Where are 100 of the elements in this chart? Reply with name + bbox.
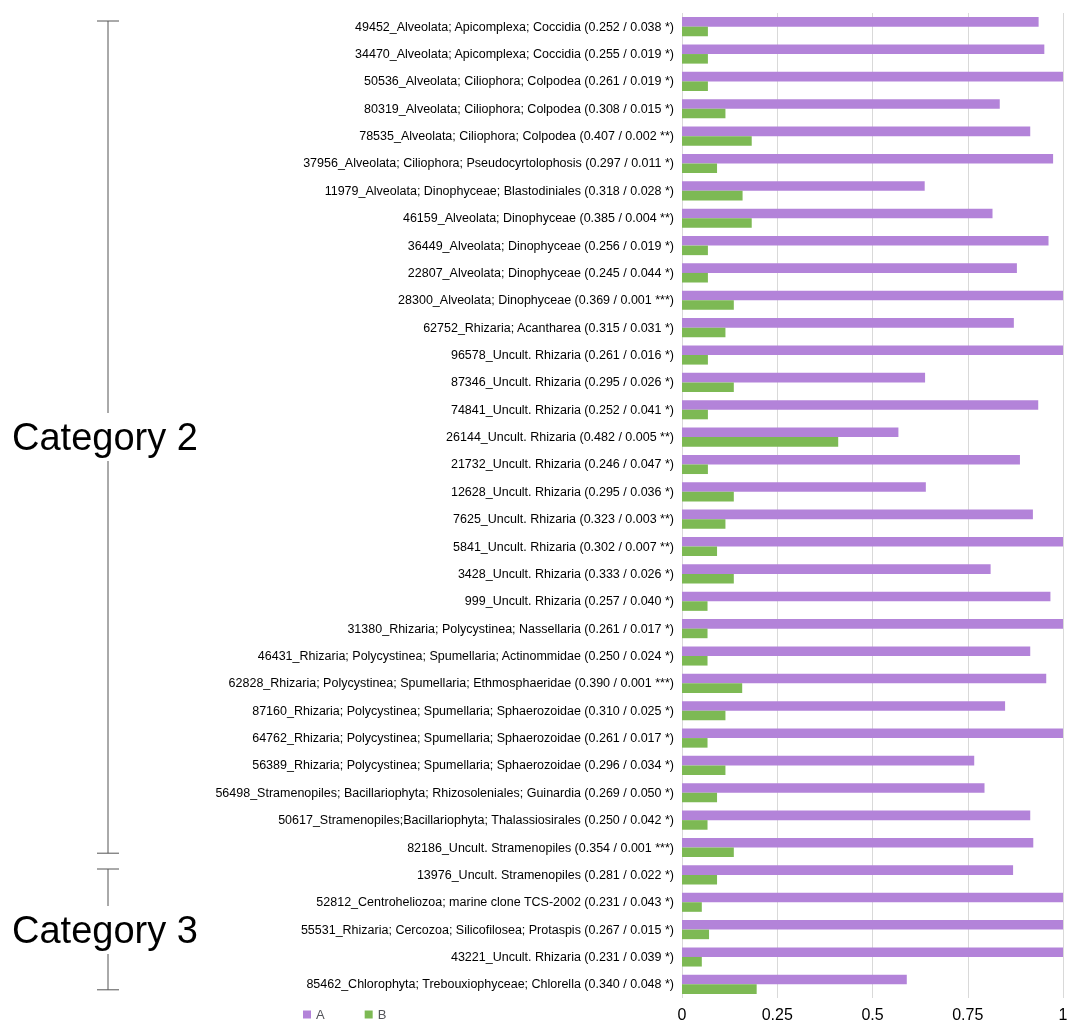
bar <box>682 902 702 912</box>
bar <box>682 345 1063 356</box>
bar <box>682 874 718 885</box>
bar <box>682 400 1039 410</box>
bar <box>682 956 702 967</box>
bar <box>682 591 1051 602</box>
bar <box>682 482 926 492</box>
y-tick-label: 56498_Stramenopiles; Bacillariophyta; Rhizosoleniales; Guinardia (0.269 / 0.050 *) <box>215 785 674 800</box>
y-tick-label: 55531_Rhizaria; Cercozoa; Silicofilosea; Protaspis (0.267 / 0.015 *) <box>300 922 674 937</box>
y-tick-label: 3428_Uncult. Rhizaria (0.333 / 0.026 *) <box>457 566 674 581</box>
bar <box>682 290 1063 301</box>
bar <box>682 683 743 693</box>
bar <box>682 26 708 37</box>
y-tick-label: 21732_Uncult. Rhizaria (0.246 / 0.047 *) <box>450 457 674 472</box>
y-tick-label: 37956_Alveolata; Ciliophora; Pseudocyrtolophosis (0.297 / 0.011 *) <box>303 156 674 171</box>
y-tick-label: 85462_Chlorophyta; Trebouxiophyceae; Chlorella (0.340 / 0.048 *) <box>306 977 674 992</box>
y-tick-label: 43221_Uncult. Rhizaria (0.231 / 0.039 *) <box>450 949 674 964</box>
y-tick-label: 999_Uncult. Rhizaria (0.257 / 0.040 *) <box>464 594 674 609</box>
bar <box>682 81 708 91</box>
bar <box>682 820 708 830</box>
y-tick-label: 31380_Rhizaria; Polycystinea; Nassellaria (0.261 / 0.017 *) <box>347 621 674 636</box>
bar <box>682 300 734 310</box>
bar <box>682 181 925 191</box>
bar <box>682 108 726 119</box>
y-tick-label: 87346_Uncult. Rhizaria (0.295 / 0.026 *) <box>450 375 674 390</box>
y-tick-label: 52812_Centroheliozoa; marine clone TCS-2002 (0.231 / 0.043 *) <box>316 895 674 910</box>
y-tick-label: 13976_Uncult. Stramenopiles (0.281 / 0.022 *) <box>416 867 674 882</box>
y-tick-label: 74841_Uncult. Rhizaria (0.252 / 0.041 *) <box>450 402 674 417</box>
bar <box>682 573 734 584</box>
bar <box>682 929 710 940</box>
bar <box>682 564 991 574</box>
bar <box>682 54 708 64</box>
y-tick-label: 78535_Alveolata; Ciliophora; Colpodea (0.407 / 0.002 **) <box>359 129 674 144</box>
bar <box>682 628 708 639</box>
bar <box>682 710 726 721</box>
bar <box>682 44 1045 55</box>
bar <box>682 437 839 447</box>
bar <box>682 509 1033 520</box>
y-tick-label: 34470_Alveolata; Apicomplexa; Coccidia (0.255 / 0.019 *) <box>355 47 674 62</box>
text: Category 2 <box>12 413 198 462</box>
text: Category 3 <box>12 905 198 954</box>
x-tick-label: 1 <box>1058 1005 1068 1023</box>
bar <box>682 701 1006 711</box>
y-tick-label: 50536_Alveolata; Ciliophora; Colpodea (0.261 / 0.019 *) <box>364 74 674 89</box>
bar <box>682 17 1039 27</box>
bar <box>682 464 708 475</box>
y-tick-label: 5841_Uncult. Rhizaria (0.302 / 0.007 **) <box>453 539 674 554</box>
bar <box>682 454 1020 465</box>
y-tick-label: 28300_Alveolata; Dinophyceae (0.369 / 0.001 ***) <box>398 293 674 308</box>
bar <box>682 235 1049 246</box>
y-tick-label: 50617_Stramenopiles;Bacillariophyta; Thalassiosirales (0.250 / 0.042 *) <box>278 813 674 828</box>
bar <box>682 783 985 793</box>
bar <box>682 847 734 858</box>
bar <box>682 810 1031 821</box>
bar <box>682 382 734 392</box>
y-tick-label: 12628_Uncult. Rhizaria (0.295 / 0.036 *) <box>450 484 674 499</box>
legend-label: A <box>316 1007 325 1022</box>
y-tick-label: 46159_Alveolata; Dinophyceae (0.385 / 0.004 **) <box>402 211 674 226</box>
bar <box>682 792 718 803</box>
bar <box>682 71 1063 82</box>
bar <box>682 738 708 748</box>
y-tick-label: 11979_Alveolata; Dinophyceae; Blastodiniales (0.318 / 0.028 *) <box>324 183 674 198</box>
y-tick-label: 56389_Rhizaria; Polycystinea; Spumellaria; Sphaerozoidae (0.296 / 0.034 *) <box>252 758 674 773</box>
bar <box>682 920 1063 930</box>
bar <box>682 327 726 338</box>
bar <box>682 372 926 383</box>
bar <box>682 984 757 994</box>
bar <box>682 728 1063 739</box>
y-tick-label: 62752_Rhizaria; Acantharea (0.315 / 0.031 *) <box>423 320 674 335</box>
bar <box>682 865 1014 875</box>
y-tick-label: 80319_Alveolata; Ciliophora; Colpodea (0.308 / 0.015 *) <box>364 101 674 116</box>
y-tick-label: 96578_Uncult. Rhizaria (0.261 / 0.016 *) <box>450 348 674 363</box>
y-tick-label: 46431_Rhizaria; Polycystinea; Spumellaria; Actinommidae (0.250 / 0.024 *) <box>257 648 674 663</box>
x-tick-label: 0.75 <box>952 1005 984 1023</box>
y-tick-label: 62828_Rhizaria; Polycystinea; Spumellaria; Ethmosphaeridae (0.390 / 0.001 ***) <box>228 676 674 691</box>
y-tick-label: 36449_Alveolata; Dinophyceae (0.256 / 0.019 *) <box>407 238 674 253</box>
bar <box>682 755 975 766</box>
bar <box>682 126 1031 137</box>
bar <box>682 601 708 611</box>
bar <box>682 272 708 283</box>
bar <box>682 974 907 985</box>
y-tick-label: 22807_Alveolata; Dinophyceae (0.245 / 0.044 *) <box>407 265 674 280</box>
bar <box>682 190 743 201</box>
bar <box>682 263 1017 273</box>
y-tick-label: 7625_Uncult. Rhizaria (0.323 / 0.003 **) <box>453 512 674 527</box>
bar <box>682 163 718 174</box>
x-tick-label: 0 <box>677 1005 687 1023</box>
bar <box>682 409 708 420</box>
bar <box>682 655 708 666</box>
legend-label: B <box>377 1007 387 1022</box>
bar <box>682 245 708 256</box>
bar <box>682 355 708 365</box>
y-tick-label: 49452_Alveolata; Apicomplexa; Coccidia (0.252 / 0.038 *) <box>355 19 674 34</box>
bar <box>682 153 1054 164</box>
y-tick-label: 64762_Rhizaria; Polycystinea; Spumellaria; Sphaerozoidae (0.261 / 0.017 *) <box>252 731 674 746</box>
bar <box>682 427 899 438</box>
bar <box>682 765 726 776</box>
bar <box>682 491 734 502</box>
bar <box>682 646 1031 656</box>
bar <box>682 837 1034 848</box>
